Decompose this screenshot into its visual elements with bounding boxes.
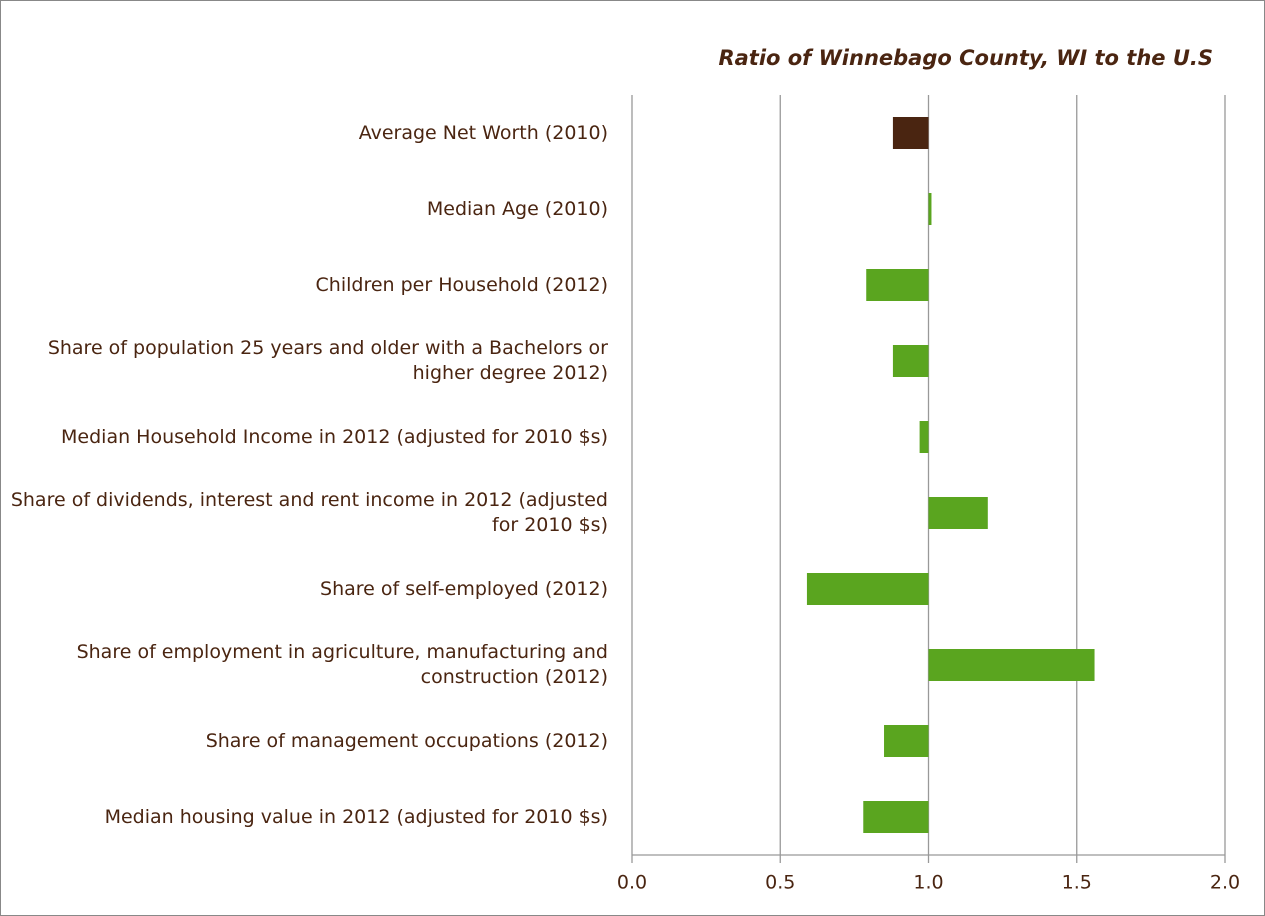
bar (866, 269, 929, 301)
category-label: Median Household Income in 2012 (adjuste… (61, 425, 608, 448)
bar (892, 117, 929, 149)
bar (863, 801, 929, 833)
category-label: Median housing value in 2012 (adjusted f… (104, 805, 608, 828)
bar (884, 725, 929, 757)
category-label: Average Net Worth (2010) (358, 121, 608, 144)
x-tick-label: 2.0 (1210, 872, 1240, 894)
chart-title: Ratio of Winnebago County, WI to the U.S (718, 46, 1213, 70)
bar (928, 193, 932, 225)
bar (892, 345, 929, 377)
category-label: Median Age (2010) (426, 197, 608, 220)
category-label: Share of employment in agriculture, manu… (76, 641, 608, 688)
bar (806, 573, 929, 605)
category-label: Share of management occupations (2012) (205, 729, 608, 752)
bar (928, 497, 988, 529)
x-tick-label: 1.5 (1062, 872, 1092, 894)
bar (928, 649, 1095, 681)
category-label: Children per Household (2012) (315, 273, 608, 296)
category-label: Share of population 25 years and older w… (47, 337, 608, 384)
category-label: Share of self-employed (2012) (320, 577, 608, 600)
bar (919, 421, 929, 453)
x-tick-label: 1.0 (913, 872, 943, 894)
x-tick-label: 0.0 (617, 872, 647, 894)
category-label: Share of dividends, interest and rent in… (10, 489, 608, 536)
x-tick-label: 0.5 (765, 872, 795, 894)
